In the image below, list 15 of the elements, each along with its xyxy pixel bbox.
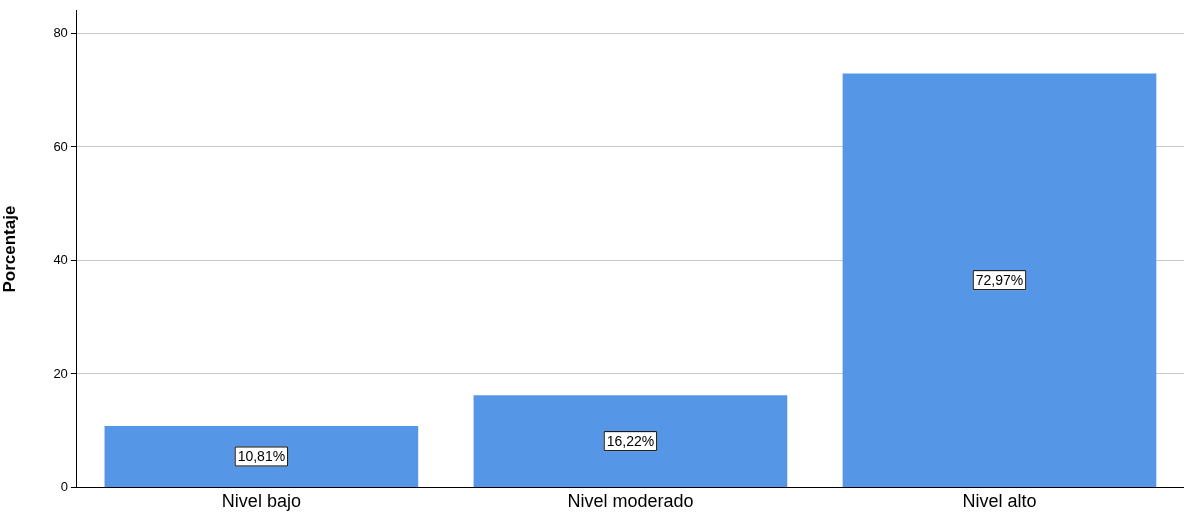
bar bbox=[842, 73, 1157, 487]
y-tick-label: 60 bbox=[53, 138, 68, 154]
data-label: 16,22% bbox=[606, 432, 655, 449]
y-axis-title: Porcentaje bbox=[0, 205, 19, 293]
x-tick-label: Nivel moderado bbox=[567, 491, 694, 512]
y-tick-label: 40 bbox=[53, 252, 68, 268]
bar bbox=[473, 395, 788, 487]
y-tick-label: 0 bbox=[60, 478, 68, 494]
data-label: 10,81% bbox=[237, 448, 286, 465]
data-label: 72,97% bbox=[975, 272, 1024, 288]
x-tick-label: Nivel alto bbox=[962, 491, 1037, 512]
y-tick-label: 20 bbox=[53, 365, 68, 381]
bar bbox=[104, 426, 419, 487]
x-tick-label: Nivel bajo bbox=[221, 491, 301, 512]
y-tick-label: 80 bbox=[53, 25, 68, 41]
